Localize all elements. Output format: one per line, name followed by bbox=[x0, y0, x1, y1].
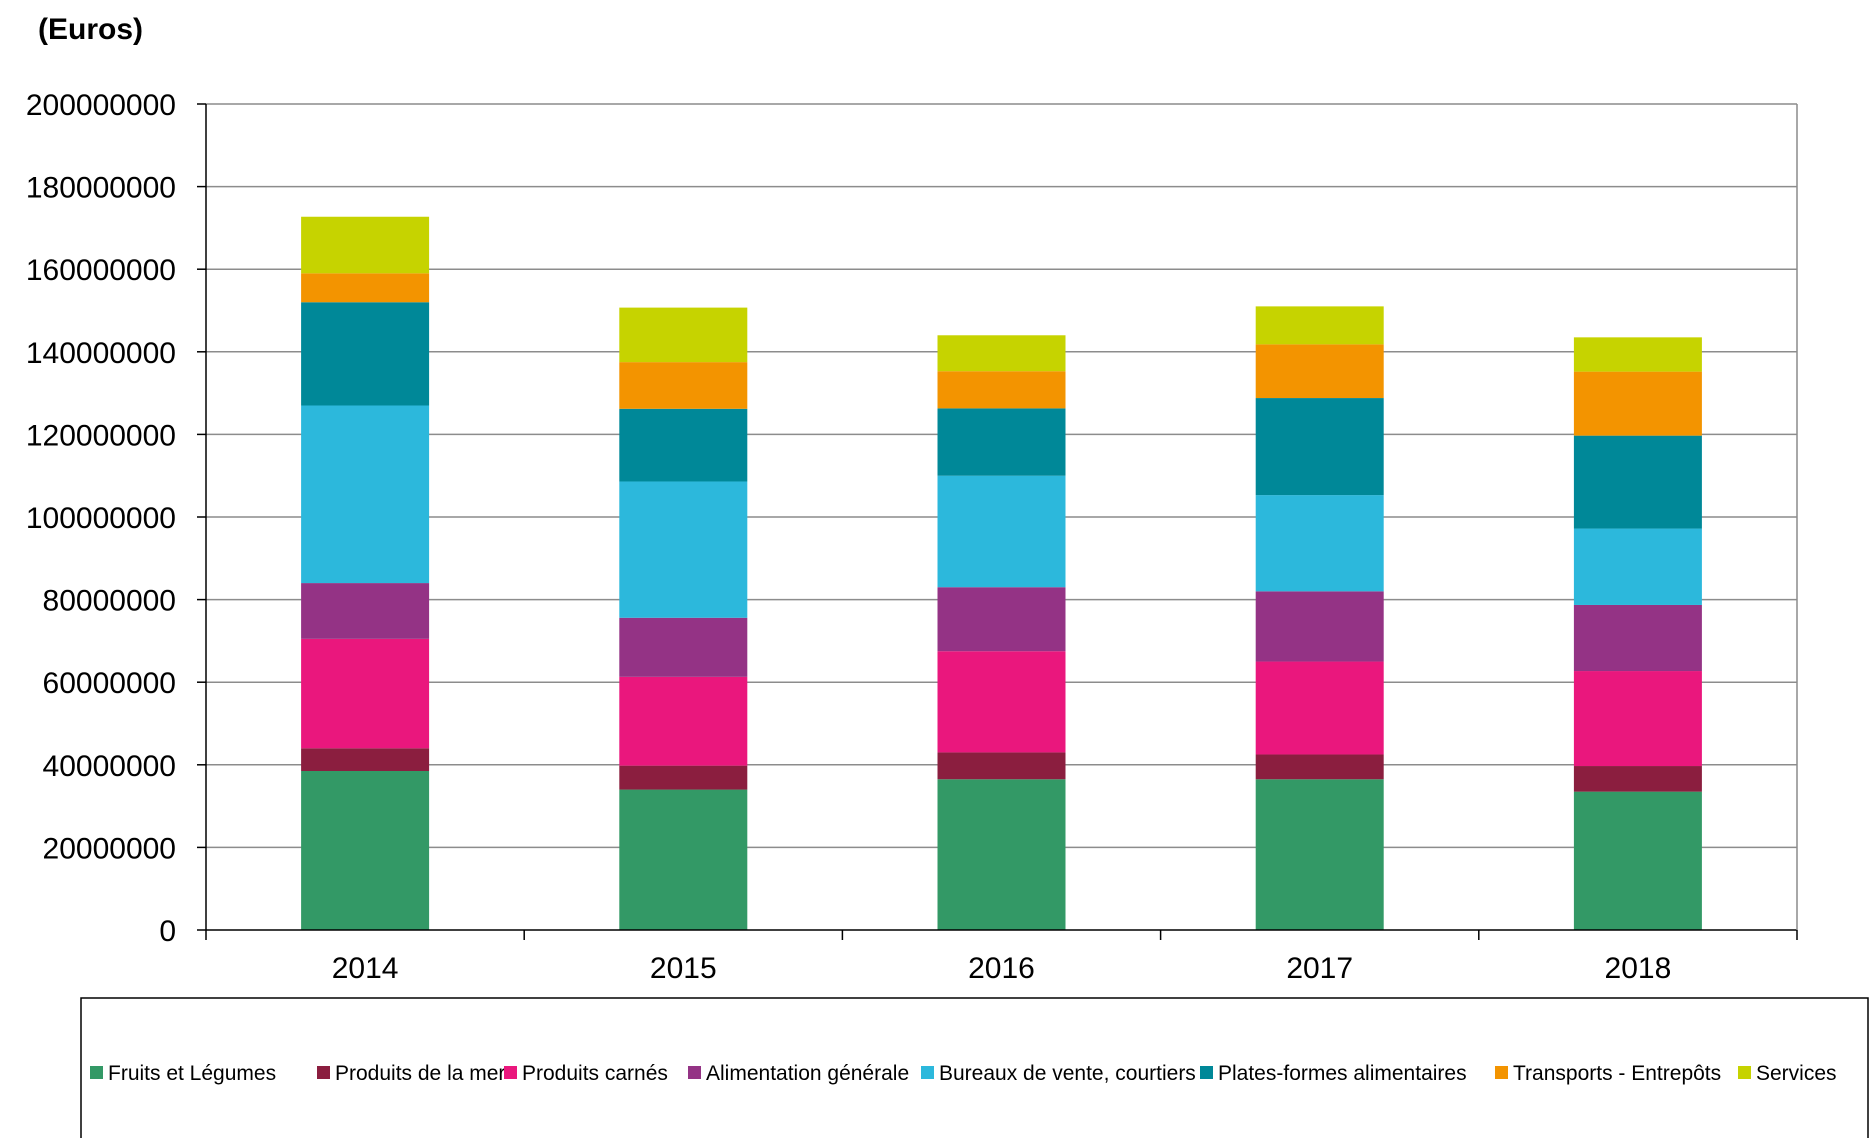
legend-swatch bbox=[1200, 1066, 1213, 1079]
x-tick-label: 2014 bbox=[332, 952, 399, 985]
bar-segment bbox=[937, 779, 1066, 930]
bar-segment bbox=[1573, 671, 1702, 767]
legend-label: Transports - Entrepôts bbox=[1513, 1062, 1721, 1085]
legend-swatch bbox=[1738, 1066, 1751, 1079]
y-tick-label: 80000000 bbox=[43, 585, 176, 618]
legend-swatch bbox=[317, 1066, 330, 1079]
bar-segment bbox=[1573, 791, 1702, 930]
x-tick-label: 2015 bbox=[650, 952, 717, 985]
bar-segment bbox=[301, 216, 430, 274]
bar-segment bbox=[937, 335, 1066, 372]
y-tick-label: 160000000 bbox=[26, 254, 176, 287]
y-tick-label: 140000000 bbox=[26, 337, 176, 370]
x-tick-label: 2016 bbox=[968, 952, 1035, 985]
bar-segment bbox=[937, 752, 1066, 780]
bar-segment bbox=[619, 765, 748, 790]
legend-swatch bbox=[921, 1066, 934, 1079]
bar-segment bbox=[1573, 371, 1702, 436]
y-tick-label: 40000000 bbox=[43, 750, 176, 783]
legend: Fruits et Légumes Produits de la mer Produ… bbox=[90, 1062, 1837, 1085]
bar-segment bbox=[1255, 344, 1384, 399]
bar-segment bbox=[1573, 337, 1702, 372]
y-tick-label: 200000000 bbox=[26, 89, 176, 122]
legend-swatch bbox=[688, 1066, 701, 1079]
y-axis-ticks: 0 20000000 40000000 60000000 80000000 1000000… bbox=[26, 89, 206, 948]
y-tick-label: 180000000 bbox=[26, 172, 176, 205]
bar-segment bbox=[301, 583, 430, 639]
bar-segment bbox=[619, 408, 748, 482]
legend-label: Bureaux de vente, courtiers bbox=[939, 1062, 1196, 1085]
bar-segment bbox=[619, 481, 748, 618]
legend-swatch bbox=[90, 1066, 103, 1079]
bar-segment bbox=[619, 617, 748, 677]
legend-box bbox=[80, 997, 1869, 1138]
bar-segment bbox=[937, 408, 1066, 476]
x-axis-ticks: 2014 2015 2016 2017 2018 bbox=[205, 930, 1798, 985]
legend-label: Fruits et Légumes bbox=[108, 1062, 276, 1085]
bar-segment bbox=[1255, 754, 1384, 780]
bars bbox=[301, 216, 1702, 930]
y-tick-label: 20000000 bbox=[43, 832, 176, 865]
bar-segment bbox=[1573, 528, 1702, 605]
bar-segment bbox=[937, 371, 1066, 409]
bar-segment bbox=[619, 307, 748, 363]
legend-swatch bbox=[1495, 1066, 1508, 1079]
legend-label: Produits carnés bbox=[522, 1062, 668, 1085]
bar-segment bbox=[1255, 661, 1384, 755]
y-tick-label: 0 bbox=[159, 915, 176, 948]
x-tick-label: 2018 bbox=[1605, 952, 1672, 985]
legend-label: Produits de la mer bbox=[335, 1062, 505, 1085]
bar-segment bbox=[301, 748, 430, 771]
bar-segment bbox=[1255, 306, 1384, 345]
legend-label: Services bbox=[1756, 1062, 1837, 1085]
bar-segment bbox=[1255, 398, 1384, 496]
legend-swatch bbox=[504, 1066, 517, 1079]
legend-label: Plates-formes alimentaires bbox=[1218, 1062, 1467, 1085]
bar-segment bbox=[937, 587, 1066, 652]
bar-segment bbox=[619, 362, 748, 409]
bar-segment bbox=[1573, 435, 1702, 529]
y-tick-label: 120000000 bbox=[26, 419, 176, 452]
bar-segment bbox=[1255, 495, 1384, 592]
bar-segment bbox=[301, 770, 430, 930]
bar-segment bbox=[301, 405, 430, 584]
x-tick-label: 2017 bbox=[1286, 952, 1353, 985]
bar-segment bbox=[619, 789, 748, 930]
bar-segment bbox=[1255, 591, 1384, 662]
bar-segment bbox=[1573, 604, 1702, 672]
y-tick-label: 60000000 bbox=[43, 667, 176, 700]
bar-segment bbox=[301, 273, 430, 303]
legend-label: Alimentation générale bbox=[706, 1062, 909, 1085]
y-tick-label: 100000000 bbox=[26, 502, 176, 535]
bar-segment bbox=[301, 638, 430, 749]
bar-segment bbox=[1255, 779, 1384, 930]
unit-label: (Euros) bbox=[38, 13, 143, 46]
bar-segment bbox=[937, 475, 1066, 588]
bar-segment bbox=[619, 676, 748, 766]
bar-segment bbox=[301, 302, 430, 406]
bar-segment bbox=[937, 651, 1066, 753]
bar-segment bbox=[1573, 766, 1702, 792]
